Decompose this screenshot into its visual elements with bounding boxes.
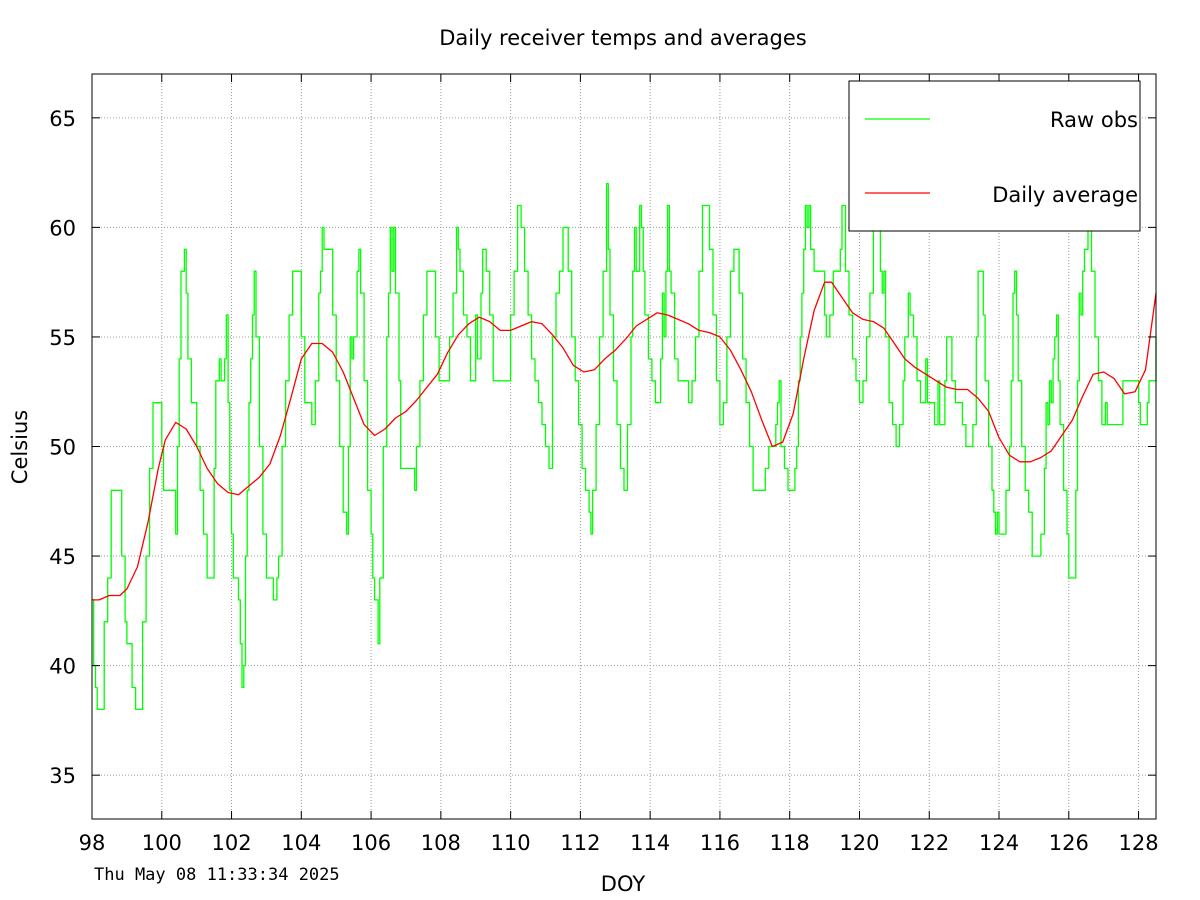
x-tick-label: 110 [491, 831, 531, 855]
x-tick-label: 114 [630, 831, 670, 855]
x-axis-label: DOY [601, 872, 646, 896]
chart-title: Daily receiver temps and averages [439, 26, 807, 50]
y-tick-label: 55 [49, 326, 76, 350]
x-tick-label: 106 [351, 831, 391, 855]
series-line-daily-average [92, 281, 1157, 601]
tick-layer: 98 100 102 104 106 108 110 112 114 116 118 120 122 12… [49, 74, 1159, 855]
x-tick-label: 100 [142, 831, 182, 855]
x-tick-label: 120 [839, 831, 879, 855]
x-tick-label: 104 [281, 831, 321, 855]
x-tick-label: 116 [700, 831, 740, 855]
legend: Raw obs Daily average [848, 80, 1141, 232]
y-axis-label: Celsius [8, 410, 32, 484]
x-tick-label: 118 [770, 831, 810, 855]
series-line-raw-obs [92, 182, 1157, 711]
legend-box [848, 80, 1141, 232]
x-tick-label: 98 [79, 831, 106, 855]
legend-label-daily-average: Daily average [992, 183, 1138, 207]
timestamp: Thu May 08 11:33:34 2025 [94, 865, 340, 885]
x-tick-label: 112 [560, 831, 600, 855]
x-tick-label: 108 [421, 831, 461, 855]
y-tick-label: 50 [49, 436, 76, 460]
y-tick-label: 40 [49, 655, 76, 679]
series-layer [92, 182, 1157, 711]
x-tick-label: 122 [909, 831, 949, 855]
x-tick-label: 102 [211, 831, 251, 855]
x-tick-label: 126 [1049, 831, 1089, 855]
x-tick-label: 124 [979, 831, 1019, 855]
y-tick-label: 35 [49, 764, 76, 788]
y-tick-label: 45 [49, 545, 76, 569]
y-tick-label: 60 [49, 216, 76, 240]
legend-label-raw-obs: Raw obs [1050, 108, 1138, 132]
y-tick-label: 65 [49, 107, 76, 131]
x-tick-label: 128 [1119, 831, 1159, 855]
